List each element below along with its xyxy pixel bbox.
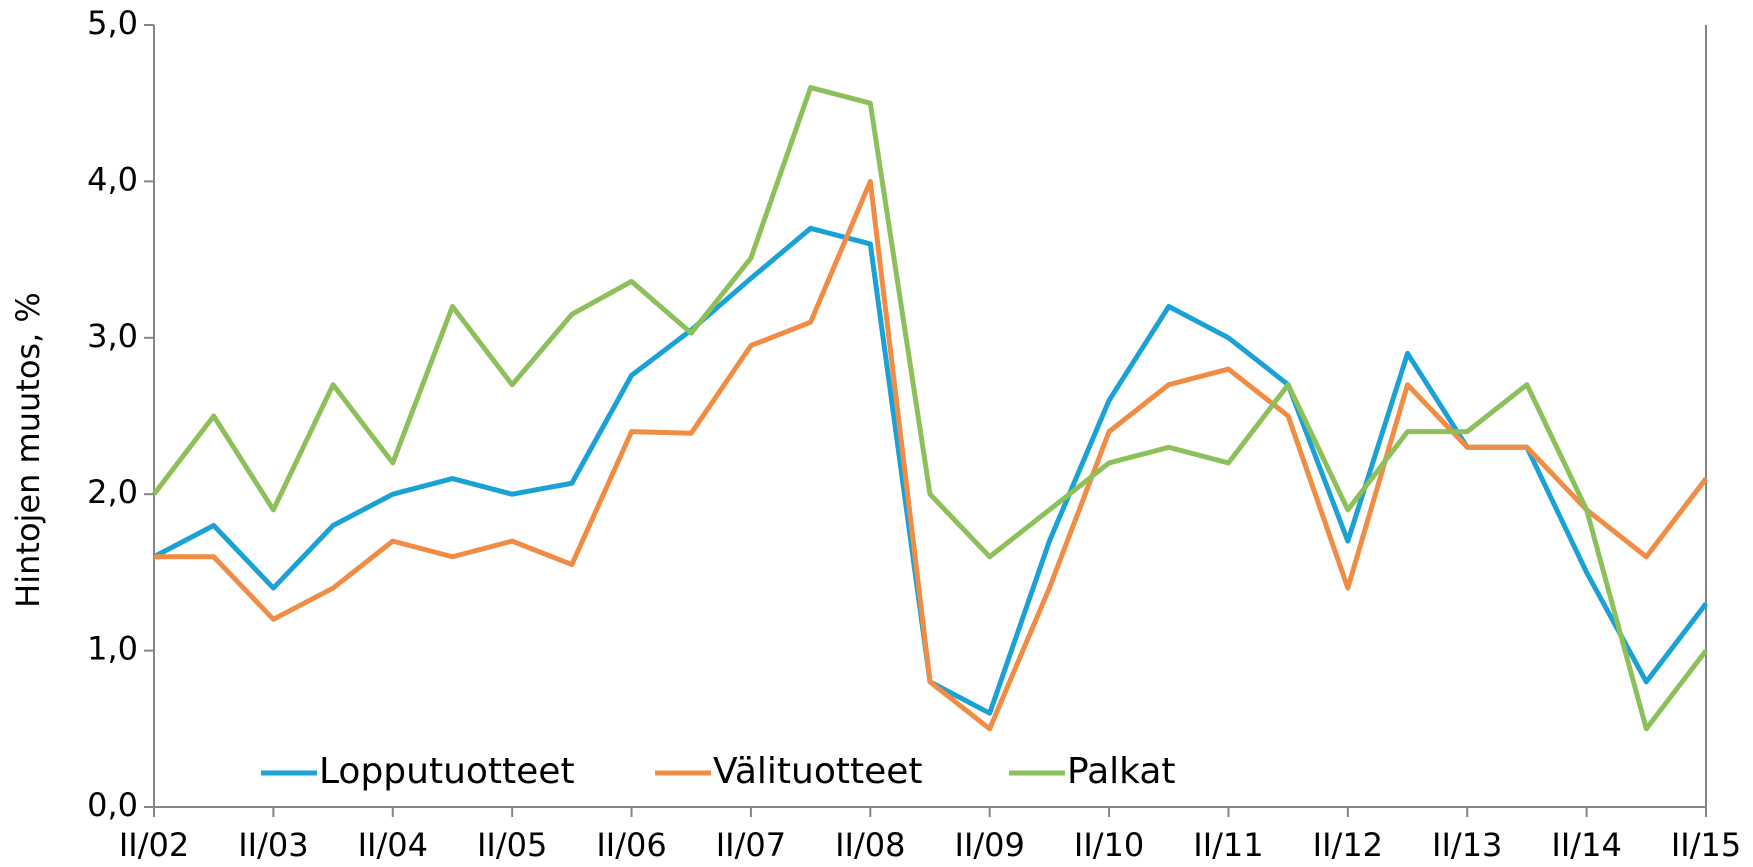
x-tick-label: II/06 (596, 826, 666, 864)
x-tick-label: II/14 (1551, 826, 1621, 864)
legend-label: Välituotteet (713, 751, 923, 792)
x-tick-label: II/11 (1193, 826, 1263, 864)
x-tick-label: II/07 (716, 826, 786, 864)
series-line (152, 225, 1708, 716)
y-tick-label: 4,0 (87, 160, 138, 198)
x-tick-label: II/08 (835, 826, 905, 864)
legend-label: Lopputuotteet (319, 751, 575, 792)
x-tick-label: II/05 (477, 826, 547, 864)
y-axis-label: Hintojen muutos, % (9, 292, 47, 608)
x-tick-label: II/04 (358, 826, 428, 864)
y-tick-label: 1,0 (87, 630, 138, 668)
series-line (152, 85, 1708, 732)
x-tick-label: II/10 (1074, 826, 1144, 864)
series-line (154, 178, 1708, 732)
y-tick-label: 2,0 (87, 473, 138, 511)
x-tick-label: II/09 (955, 826, 1025, 864)
x-tick-label: II/02 (119, 826, 189, 864)
y-tick-label: 0,0 (87, 786, 138, 824)
legend-label: Palkat (1067, 751, 1176, 792)
y-tick-label: 5,0 (87, 4, 138, 42)
x-tick-label: II/13 (1432, 826, 1502, 864)
x-tick-label: II/03 (238, 826, 308, 864)
y-tick-label: 3,0 (87, 317, 138, 355)
x-tick-label: II/12 (1313, 826, 1383, 864)
x-tick-label: II/15 (1671, 826, 1741, 864)
